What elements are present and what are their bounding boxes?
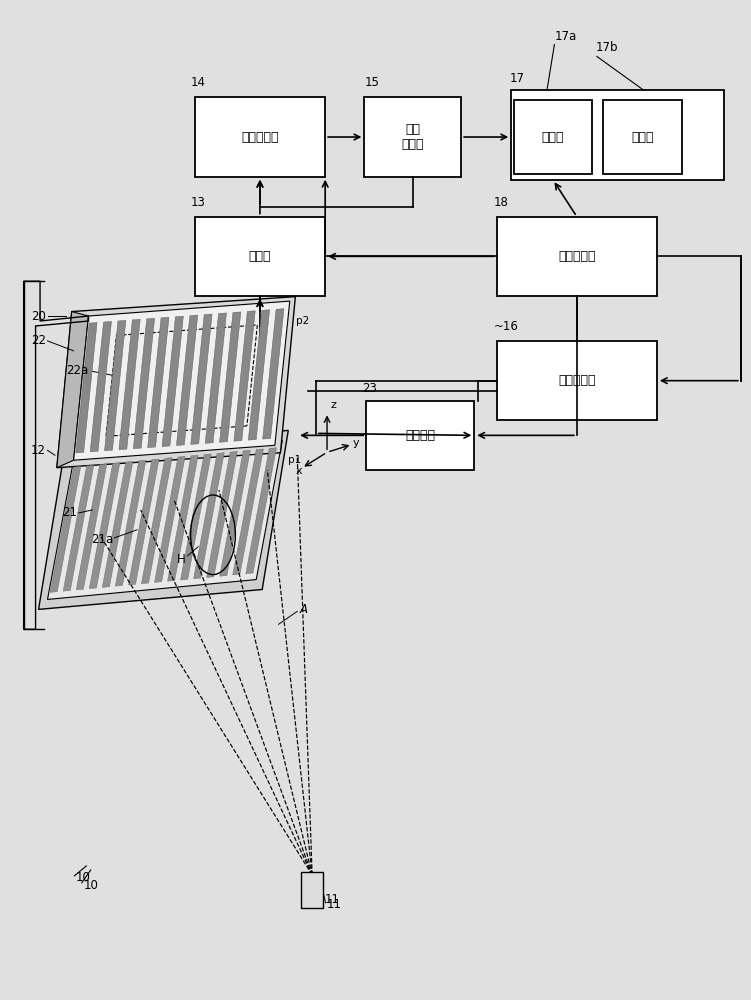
Bar xyxy=(195,217,325,296)
Text: z: z xyxy=(330,400,336,410)
Polygon shape xyxy=(102,461,133,587)
Text: p2: p2 xyxy=(296,316,309,326)
Text: 输入部: 输入部 xyxy=(631,131,653,144)
Text: ~16: ~16 xyxy=(493,320,518,333)
Polygon shape xyxy=(76,464,107,590)
Polygon shape xyxy=(76,323,97,453)
Text: 存储器: 存储器 xyxy=(249,250,271,263)
Text: A: A xyxy=(300,603,307,616)
Text: 21a: 21a xyxy=(91,533,113,546)
Polygon shape xyxy=(63,465,94,591)
Polygon shape xyxy=(128,459,159,585)
Polygon shape xyxy=(207,451,237,577)
Text: 10: 10 xyxy=(83,879,98,892)
Polygon shape xyxy=(219,312,241,442)
Text: 17a: 17a xyxy=(554,30,577,43)
Text: 10: 10 xyxy=(76,871,91,884)
Polygon shape xyxy=(180,454,211,580)
Polygon shape xyxy=(50,466,81,592)
Polygon shape xyxy=(47,440,282,599)
Text: 22a: 22a xyxy=(66,364,89,377)
Bar xyxy=(364,97,461,177)
Bar xyxy=(496,341,657,420)
Polygon shape xyxy=(141,458,172,584)
Polygon shape xyxy=(191,314,212,444)
Text: 21: 21 xyxy=(62,506,77,519)
Polygon shape xyxy=(38,430,288,609)
Polygon shape xyxy=(104,320,126,451)
Text: 17b: 17b xyxy=(596,41,618,54)
Text: x: x xyxy=(295,466,302,476)
Polygon shape xyxy=(89,463,120,589)
Text: p1: p1 xyxy=(288,455,302,465)
Text: 11: 11 xyxy=(325,893,339,906)
Text: 图像
记录部: 图像 记录部 xyxy=(402,123,424,151)
Polygon shape xyxy=(74,301,290,460)
Polygon shape xyxy=(57,312,89,468)
Polygon shape xyxy=(234,311,255,441)
Polygon shape xyxy=(220,450,250,576)
Polygon shape xyxy=(90,321,111,452)
Text: 13: 13 xyxy=(191,196,206,209)
Text: 图像处理部: 图像处理部 xyxy=(241,131,279,144)
Polygon shape xyxy=(167,455,198,581)
Text: 12: 12 xyxy=(31,444,46,457)
Polygon shape xyxy=(205,313,227,443)
Text: 18: 18 xyxy=(493,196,508,209)
Text: 扫描机构: 扫描机构 xyxy=(406,429,436,442)
Text: 系统控制部: 系统控制部 xyxy=(558,250,596,263)
Polygon shape xyxy=(155,456,185,582)
Polygon shape xyxy=(116,460,146,586)
Bar xyxy=(496,217,657,296)
Polygon shape xyxy=(119,319,140,450)
Bar xyxy=(301,872,324,908)
Bar xyxy=(514,100,592,174)
Polygon shape xyxy=(133,318,155,449)
Polygon shape xyxy=(263,309,284,439)
Bar xyxy=(511,90,724,180)
Polygon shape xyxy=(194,453,225,579)
Text: 17: 17 xyxy=(510,72,525,85)
Bar xyxy=(603,100,681,174)
Text: 11: 11 xyxy=(327,898,342,911)
Polygon shape xyxy=(249,310,270,440)
Text: 20: 20 xyxy=(31,310,46,323)
Text: 22: 22 xyxy=(31,334,46,347)
Text: H: H xyxy=(177,553,186,566)
Text: 23: 23 xyxy=(362,382,377,395)
Polygon shape xyxy=(233,449,264,575)
Bar xyxy=(366,401,475,470)
Polygon shape xyxy=(162,316,183,447)
Polygon shape xyxy=(176,315,198,445)
Text: y: y xyxy=(353,438,359,448)
Polygon shape xyxy=(57,297,295,468)
Bar xyxy=(195,97,325,177)
Polygon shape xyxy=(148,317,169,448)
Text: 摄影控制部: 摄影控制部 xyxy=(558,374,596,387)
Text: 15: 15 xyxy=(364,76,379,89)
Polygon shape xyxy=(246,448,276,574)
Text: 14: 14 xyxy=(191,76,206,89)
Text: 监视器: 监视器 xyxy=(541,131,564,144)
